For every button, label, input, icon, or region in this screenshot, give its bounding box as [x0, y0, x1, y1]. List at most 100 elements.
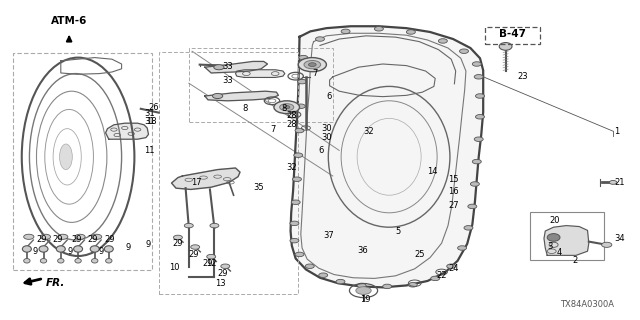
Ellipse shape	[75, 234, 85, 239]
Text: 37: 37	[323, 231, 334, 240]
Ellipse shape	[299, 55, 308, 60]
Text: 4: 4	[557, 248, 562, 257]
Polygon shape	[172, 168, 240, 189]
Ellipse shape	[298, 58, 326, 72]
Ellipse shape	[341, 29, 350, 34]
Ellipse shape	[472, 62, 481, 66]
Ellipse shape	[24, 259, 30, 263]
Ellipse shape	[173, 235, 182, 240]
Ellipse shape	[458, 246, 467, 250]
Text: 35: 35	[253, 183, 264, 192]
Ellipse shape	[58, 259, 64, 263]
Ellipse shape	[191, 245, 200, 249]
Text: 15: 15	[448, 175, 458, 184]
Ellipse shape	[221, 264, 230, 268]
Text: 16: 16	[448, 188, 459, 196]
Ellipse shape	[438, 39, 447, 43]
Text: 9: 9	[33, 247, 38, 256]
Ellipse shape	[58, 234, 68, 239]
Text: 20: 20	[549, 216, 559, 225]
Ellipse shape	[406, 30, 415, 34]
Text: 28: 28	[287, 120, 298, 129]
Ellipse shape	[92, 259, 98, 263]
Ellipse shape	[290, 221, 299, 226]
Polygon shape	[205, 61, 268, 73]
Ellipse shape	[295, 128, 304, 133]
Text: 9: 9	[146, 240, 151, 249]
Bar	[189, 48, 333, 122]
Text: 36: 36	[357, 246, 368, 255]
Text: 7: 7	[312, 69, 317, 78]
Ellipse shape	[74, 246, 83, 252]
Ellipse shape	[22, 246, 31, 252]
Ellipse shape	[474, 75, 483, 79]
Text: 22: 22	[436, 271, 447, 280]
Bar	[159, 52, 298, 294]
Ellipse shape	[383, 284, 392, 289]
Ellipse shape	[336, 279, 345, 284]
Text: 32: 32	[287, 163, 298, 172]
Text: 7: 7	[270, 125, 275, 134]
Text: 34: 34	[614, 234, 625, 243]
Polygon shape	[544, 226, 589, 255]
Text: 21: 21	[614, 178, 625, 187]
Ellipse shape	[294, 153, 303, 157]
Text: TX84A0300A: TX84A0300A	[561, 300, 614, 309]
Text: 8: 8	[282, 104, 287, 113]
Text: 30: 30	[321, 133, 332, 142]
Ellipse shape	[308, 63, 316, 67]
Text: 8: 8	[242, 104, 247, 113]
Ellipse shape	[476, 94, 484, 98]
Text: 11: 11	[144, 146, 154, 155]
Ellipse shape	[56, 246, 65, 252]
Ellipse shape	[316, 37, 324, 41]
Polygon shape	[106, 123, 148, 139]
Text: FR.: FR.	[46, 278, 65, 288]
Ellipse shape	[274, 101, 300, 114]
Text: 2: 2	[573, 256, 578, 265]
Text: 9: 9	[125, 244, 131, 252]
Text: 18: 18	[146, 117, 157, 126]
Ellipse shape	[602, 242, 612, 247]
Ellipse shape	[296, 104, 305, 108]
Ellipse shape	[468, 204, 477, 209]
Text: 26: 26	[148, 103, 159, 112]
Ellipse shape	[499, 43, 512, 50]
Text: 29: 29	[36, 236, 47, 244]
Ellipse shape	[290, 238, 299, 243]
Ellipse shape	[284, 106, 290, 109]
Ellipse shape	[207, 254, 216, 259]
Bar	[13, 53, 152, 270]
Text: 19: 19	[360, 295, 370, 304]
Text: 29: 29	[203, 260, 213, 268]
Ellipse shape	[447, 264, 456, 268]
Ellipse shape	[280, 104, 294, 111]
Ellipse shape	[39, 246, 48, 252]
Ellipse shape	[24, 234, 34, 239]
Ellipse shape	[304, 60, 321, 69]
Text: 33: 33	[223, 62, 234, 71]
Ellipse shape	[474, 137, 483, 141]
Text: 25: 25	[415, 250, 425, 259]
Ellipse shape	[472, 159, 481, 164]
Text: 23: 23	[517, 72, 528, 81]
Ellipse shape	[470, 182, 479, 186]
Ellipse shape	[356, 287, 371, 294]
Ellipse shape	[184, 223, 193, 228]
Text: 29: 29	[88, 236, 98, 244]
Text: 29: 29	[188, 250, 198, 259]
Text: 1: 1	[614, 127, 620, 136]
Ellipse shape	[357, 283, 366, 288]
Ellipse shape	[104, 246, 113, 252]
Text: 9: 9	[99, 247, 104, 256]
Bar	[530, 212, 604, 260]
Ellipse shape	[408, 283, 417, 287]
Text: 27: 27	[448, 201, 459, 210]
Ellipse shape	[298, 79, 307, 84]
Text: 31: 31	[144, 117, 155, 126]
Text: 17: 17	[191, 178, 202, 187]
Text: 13: 13	[216, 279, 226, 288]
Ellipse shape	[40, 234, 51, 239]
Text: 10: 10	[169, 263, 179, 272]
Text: 32: 32	[364, 127, 374, 136]
